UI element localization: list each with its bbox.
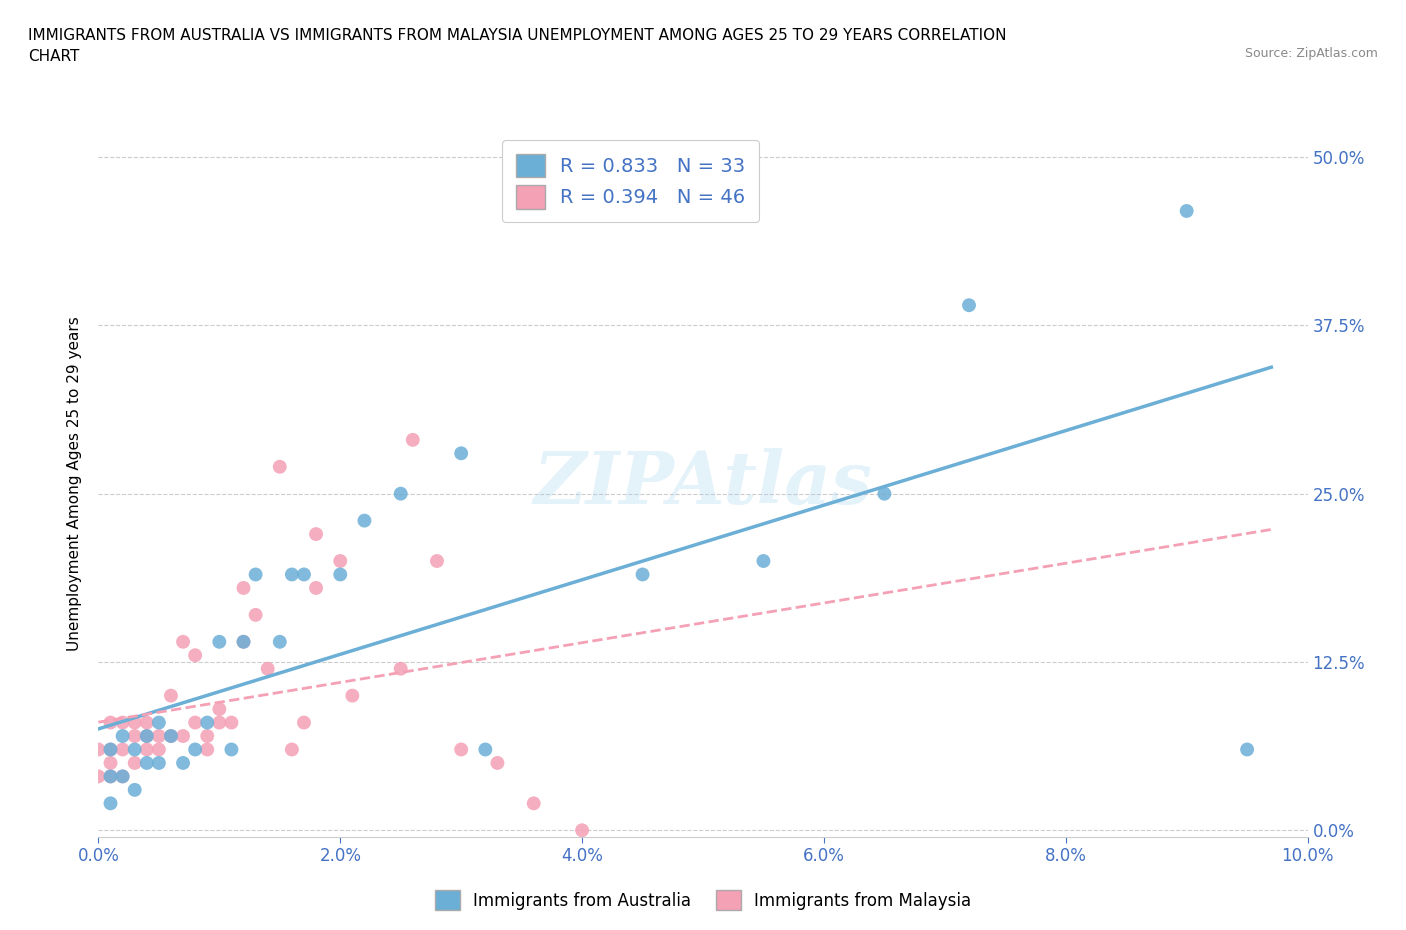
Point xyxy=(450,445,472,460)
Point xyxy=(148,742,170,757)
Point xyxy=(87,769,110,784)
Text: ZIPAtlas: ZIPAtlas xyxy=(534,448,872,519)
Point xyxy=(135,715,157,730)
Y-axis label: Unemployment Among Ages 25 to 29 years: Unemployment Among Ages 25 to 29 years xyxy=(67,316,83,651)
Point xyxy=(232,580,254,595)
Point xyxy=(1175,204,1198,219)
Point xyxy=(486,755,509,770)
Point xyxy=(389,661,412,676)
Point xyxy=(873,486,896,501)
Point xyxy=(111,769,134,784)
Point xyxy=(195,728,218,743)
Point xyxy=(100,755,122,770)
Point xyxy=(172,728,194,743)
Text: Source: ZipAtlas.com: Source: ZipAtlas.com xyxy=(1244,46,1378,60)
Point xyxy=(957,298,980,312)
Point xyxy=(232,634,254,649)
Point xyxy=(100,796,122,811)
Point xyxy=(111,728,134,743)
Point xyxy=(172,755,194,770)
Point xyxy=(232,634,254,649)
Text: IMMIGRANTS FROM AUSTRALIA VS IMMIGRANTS FROM MALAYSIA UNEMPLOYMENT AMONG AGES 25: IMMIGRANTS FROM AUSTRALIA VS IMMIGRANTS … xyxy=(28,28,1007,64)
Point xyxy=(269,634,291,649)
Point xyxy=(184,648,207,663)
Point xyxy=(100,742,122,757)
Point xyxy=(100,769,122,784)
Point xyxy=(256,661,278,676)
Point xyxy=(111,769,134,784)
Point xyxy=(111,715,134,730)
Point xyxy=(292,715,315,730)
Point xyxy=(292,567,315,582)
Point xyxy=(353,513,375,528)
Point xyxy=(1236,742,1258,757)
Point xyxy=(100,769,122,784)
Point xyxy=(100,742,122,757)
Point xyxy=(329,567,352,582)
Point xyxy=(281,742,304,757)
Point xyxy=(450,742,472,757)
Point xyxy=(195,742,218,757)
Point xyxy=(571,823,593,838)
Point xyxy=(135,728,157,743)
Point xyxy=(269,459,291,474)
Legend: Immigrants from Australia, Immigrants from Malaysia: Immigrants from Australia, Immigrants fr… xyxy=(427,884,979,917)
Point xyxy=(631,567,654,582)
Point xyxy=(245,607,267,622)
Point xyxy=(135,742,157,757)
Point xyxy=(305,526,328,541)
Point xyxy=(208,715,231,730)
Legend: R = 0.833   N = 33, R = 0.394   N = 46: R = 0.833 N = 33, R = 0.394 N = 46 xyxy=(502,140,759,222)
Point xyxy=(184,742,207,757)
Point xyxy=(148,715,170,730)
Point xyxy=(329,553,352,568)
Point xyxy=(148,728,170,743)
Point xyxy=(195,715,218,730)
Point xyxy=(172,634,194,649)
Point xyxy=(245,567,267,582)
Point xyxy=(342,688,364,703)
Point xyxy=(523,796,546,811)
Point xyxy=(402,432,425,447)
Point xyxy=(160,688,183,703)
Point xyxy=(752,553,775,568)
Point xyxy=(160,728,183,743)
Point xyxy=(100,715,122,730)
Point xyxy=(160,728,183,743)
Point xyxy=(124,728,146,743)
Point xyxy=(389,486,412,501)
Point xyxy=(135,728,157,743)
Point xyxy=(124,715,146,730)
Point xyxy=(111,742,134,757)
Point xyxy=(148,755,170,770)
Point xyxy=(281,567,304,582)
Point xyxy=(124,755,146,770)
Point xyxy=(305,580,328,595)
Point xyxy=(474,742,496,757)
Point xyxy=(124,742,146,757)
Point xyxy=(221,742,243,757)
Point xyxy=(208,634,231,649)
Point xyxy=(135,755,157,770)
Point xyxy=(208,701,231,716)
Point xyxy=(124,782,146,797)
Point xyxy=(87,742,110,757)
Point xyxy=(426,553,449,568)
Point xyxy=(184,715,207,730)
Point xyxy=(221,715,243,730)
